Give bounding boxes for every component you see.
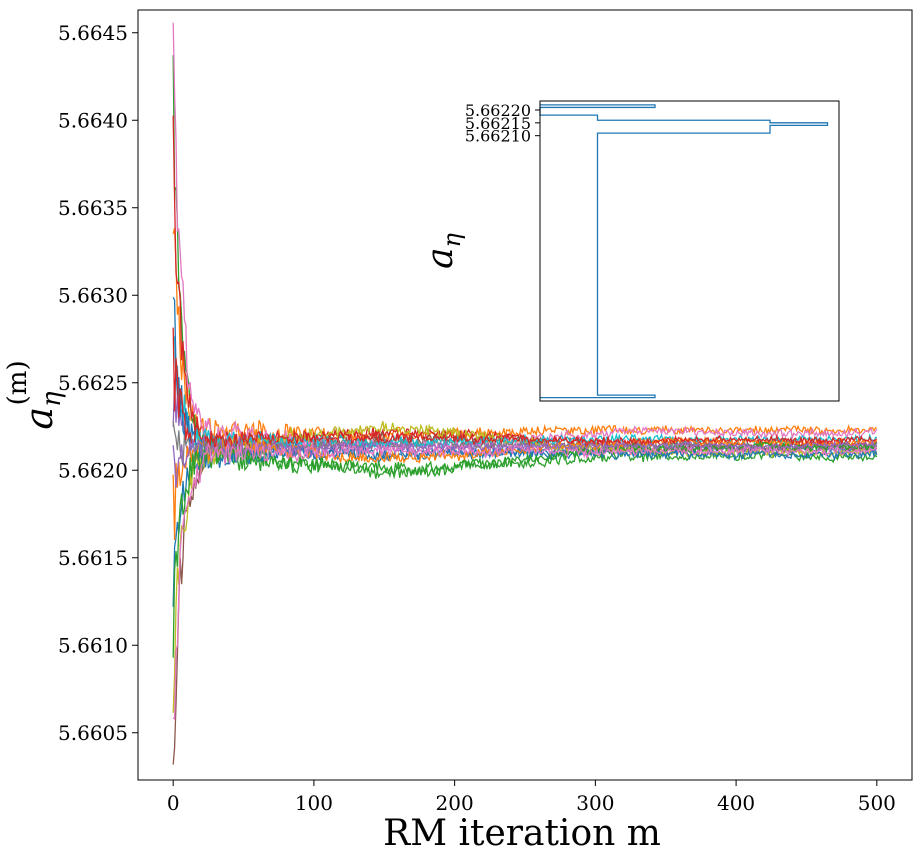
inset-histogram-outline <box>539 104 829 399</box>
main-plot-frame <box>137 9 913 781</box>
y-tick-label: 5.6640 <box>58 108 128 132</box>
svg-text:aη: aη <box>420 232 466 268</box>
inset-y-tick-label: 5.66210 <box>465 127 531 146</box>
x-tick-label: 500 <box>858 791 896 815</box>
series-line-14 <box>172 327 878 451</box>
series-line-9 <box>172 421 878 713</box>
main-y-axis: 5.6605 5.6610 5.6615 5.6620 5.6625 5.6630 5.66… <box>58 21 138 745</box>
y-axis-label-sub: η <box>37 391 67 407</box>
series-line-10 <box>172 336 878 451</box>
y-tick-label: 5.6615 <box>58 546 128 570</box>
inset-y-axis-label: aη <box>420 232 466 268</box>
y-axis-label: aη(m) <box>3 360 67 429</box>
y-tick-label: 5.6625 <box>58 371 128 395</box>
x-tick-label: 100 <box>295 791 333 815</box>
y-tick-label: 5.6605 <box>58 721 128 745</box>
inset-y-label-main: a <box>420 247 461 268</box>
x-tick-label: 0 <box>167 791 180 815</box>
svg-text:aη(m): aη(m) <box>3 360 67 429</box>
inset-y-tick-label: 5.66215 <box>465 114 531 133</box>
y-tick-label: 5.6645 <box>58 21 128 45</box>
inset-background <box>540 101 839 401</box>
x-tick-label: 400 <box>717 791 755 815</box>
inset-y-tick-label: 5.66220 <box>465 101 531 120</box>
series-line-13 <box>172 434 878 658</box>
series-line-16 <box>172 441 878 721</box>
main-plot-series <box>172 22 878 765</box>
inset-y-label-sub: η <box>438 232 466 247</box>
y-axis-label-sup: (m) <box>3 360 33 405</box>
y-tick-label: 5.6620 <box>58 458 128 482</box>
main-x-axis: 0 100 200 300 400 500 <box>167 780 896 815</box>
series-line-6 <box>172 431 878 765</box>
x-axis-label: RM iteration m <box>383 813 661 854</box>
y-tick-label: 5.6610 <box>58 633 128 657</box>
x-tick-label: 300 <box>576 791 614 815</box>
x-tick-label: 200 <box>436 791 474 815</box>
inset-frame <box>539 100 840 402</box>
y-tick-label: 5.6630 <box>58 283 128 307</box>
y-axis-label-main: a <box>17 407 61 430</box>
y-tick-label: 5.6635 <box>58 196 128 220</box>
